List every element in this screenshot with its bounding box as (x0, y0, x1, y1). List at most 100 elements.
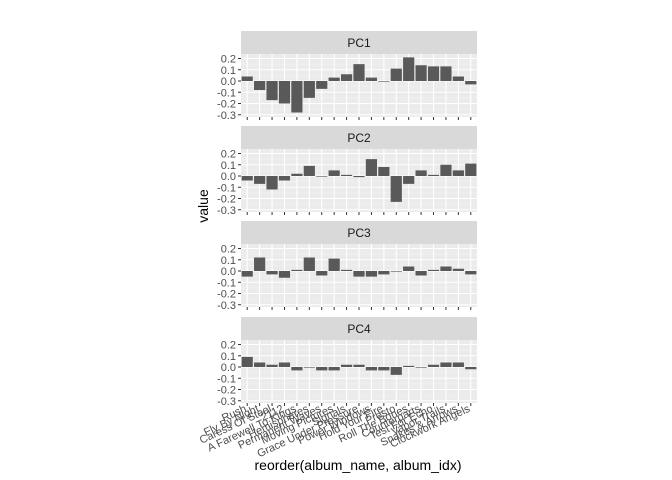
y-tick-label: 0.0 (221, 76, 236, 88)
y-tick-label: -0.3 (217, 300, 236, 312)
y-tick-label: -0.2 (217, 289, 236, 301)
bar-pc3-6 (316, 271, 328, 276)
bar-pc3-8 (340, 269, 353, 271)
bar-pc1-15 (427, 66, 440, 81)
bar-pc1-9 (353, 64, 365, 81)
bar-pc1-14 (415, 65, 427, 81)
y-tick-label: -0.2 (217, 99, 236, 111)
bar-pc2-1 (254, 176, 266, 184)
bar-pc3-9 (353, 271, 365, 277)
y-tick-label: 0.0 (221, 266, 236, 278)
bar-pc3-5 (303, 257, 315, 271)
y-tick-label: 0.0 (221, 362, 236, 374)
bar-pc4-1 (254, 362, 266, 367)
bar-pc4-8 (340, 364, 353, 367)
facet-strip (241, 126, 477, 149)
y-axis-title: value (195, 189, 211, 223)
bar-pc4-15 (427, 364, 440, 367)
bar-pc1-1 (254, 81, 266, 90)
bar-pc3-7 (328, 258, 340, 271)
y-tick-label: 0.2 (221, 340, 236, 352)
y-tick-label: -0.1 (217, 277, 236, 289)
bar-pc2-2 (266, 176, 278, 190)
bar-pc4-5 (303, 367, 315, 368)
bar-pc4-2 (266, 364, 278, 367)
bar-pc1-18 (465, 81, 477, 85)
bar-pc2-14 (415, 170, 427, 176)
y-tick-label: -0.2 (217, 385, 236, 397)
bar-pc1-11 (378, 81, 390, 82)
facet-pc1: PC1 0.20.10.0-0.1-0.2-0.3 (217, 31, 477, 122)
bar-pc1-3 (278, 81, 291, 104)
bar-pc1-17 (452, 76, 464, 81)
y-tick-label: 0.2 (221, 149, 236, 161)
x-axis-title: reorder(album_name, album_idx) (255, 457, 462, 473)
bar-pc4-4 (291, 367, 303, 371)
bar-pc2-15 (427, 174, 440, 176)
bar-pc3-3 (278, 271, 291, 278)
bar-pc2-12 (390, 176, 402, 202)
bar-pc1-5 (303, 81, 315, 98)
bar-pc3-18 (465, 271, 477, 275)
facet-strip-label: PC2 (347, 131, 371, 145)
bar-pc3-1 (254, 257, 266, 271)
bar-pc2-6 (316, 176, 328, 177)
facet-panels: PC10.20.10.0-0.1-0.2-0.3PC20.20.10.0-0.1… (217, 31, 477, 408)
facet-strip (241, 221, 477, 244)
y-tick-label: 0.1 (221, 351, 236, 363)
y-tick-label: -0.1 (217, 87, 236, 99)
y-tick-label: 0.2 (221, 244, 236, 256)
bar-pc4-12 (390, 367, 402, 375)
bar-pc1-10 (365, 77, 378, 81)
bar-pc2-4 (291, 173, 303, 176)
bar-pc2-16 (440, 164, 452, 176)
y-tick-label: 0.1 (221, 160, 236, 172)
facet-pc2: PC2 0.20.10.0-0.1-0.2-0.3 (217, 126, 477, 217)
bar-pc2-18 (465, 163, 477, 176)
bar-pc4-18 (465, 367, 477, 370)
bar-pc4-3 (278, 362, 291, 367)
bar-pc1-13 (403, 57, 415, 81)
bar-pc1-16 (440, 66, 452, 81)
y-tick-label: -0.3 (217, 205, 236, 217)
bar-pc3-16 (440, 266, 452, 271)
bar-pc4-6 (316, 367, 328, 371)
facet-strip-label: PC1 (347, 36, 371, 50)
facet-pc4: PC4 0.20.10.0-0.1-0.2-0.3 (217, 317, 477, 408)
bar-pc4-13 (403, 365, 415, 367)
bar-pc2-0 (241, 176, 253, 181)
bar-pc4-16 (440, 362, 452, 367)
bar-pc1-0 (241, 76, 253, 81)
bar-pc2-10 (365, 159, 378, 176)
y-tick-label: 0.0 (221, 171, 236, 183)
bar-pc3-12 (390, 271, 402, 272)
bar-pc4-0 (241, 356, 253, 367)
bar-pc3-13 (403, 266, 415, 271)
facet-strip (241, 31, 477, 54)
y-tick-label: 0.1 (221, 255, 236, 267)
bar-pc1-4 (291, 81, 303, 113)
bar-pc2-7 (328, 170, 340, 176)
bar-pc3-0 (241, 271, 253, 277)
facet-pc3: PC3 0.20.10.0-0.1-0.2-0.3 (217, 221, 477, 312)
bar-pc4-11 (378, 367, 390, 371)
y-tick-label: -0.2 (217, 194, 236, 206)
bar-pc4-14 (415, 367, 427, 368)
facet-strip (241, 317, 477, 340)
bar-pc3-14 (415, 271, 427, 276)
bar-pc4-17 (452, 362, 464, 367)
bar-pc4-7 (328, 367, 340, 371)
facet-strip-label: PC3 (347, 226, 371, 240)
bar-pc2-9 (353, 176, 365, 178)
y-tick-label: 0.1 (221, 65, 236, 77)
bar-pc1-8 (340, 74, 353, 81)
bar-pc3-2 (266, 271, 278, 275)
bar-pc2-5 (303, 165, 315, 176)
y-tick-label: -0.1 (217, 373, 236, 385)
bar-pc2-3 (278, 176, 291, 181)
y-tick-label: -0.3 (217, 396, 236, 408)
bar-pc3-4 (291, 269, 303, 271)
bar-pc1-2 (266, 81, 278, 101)
